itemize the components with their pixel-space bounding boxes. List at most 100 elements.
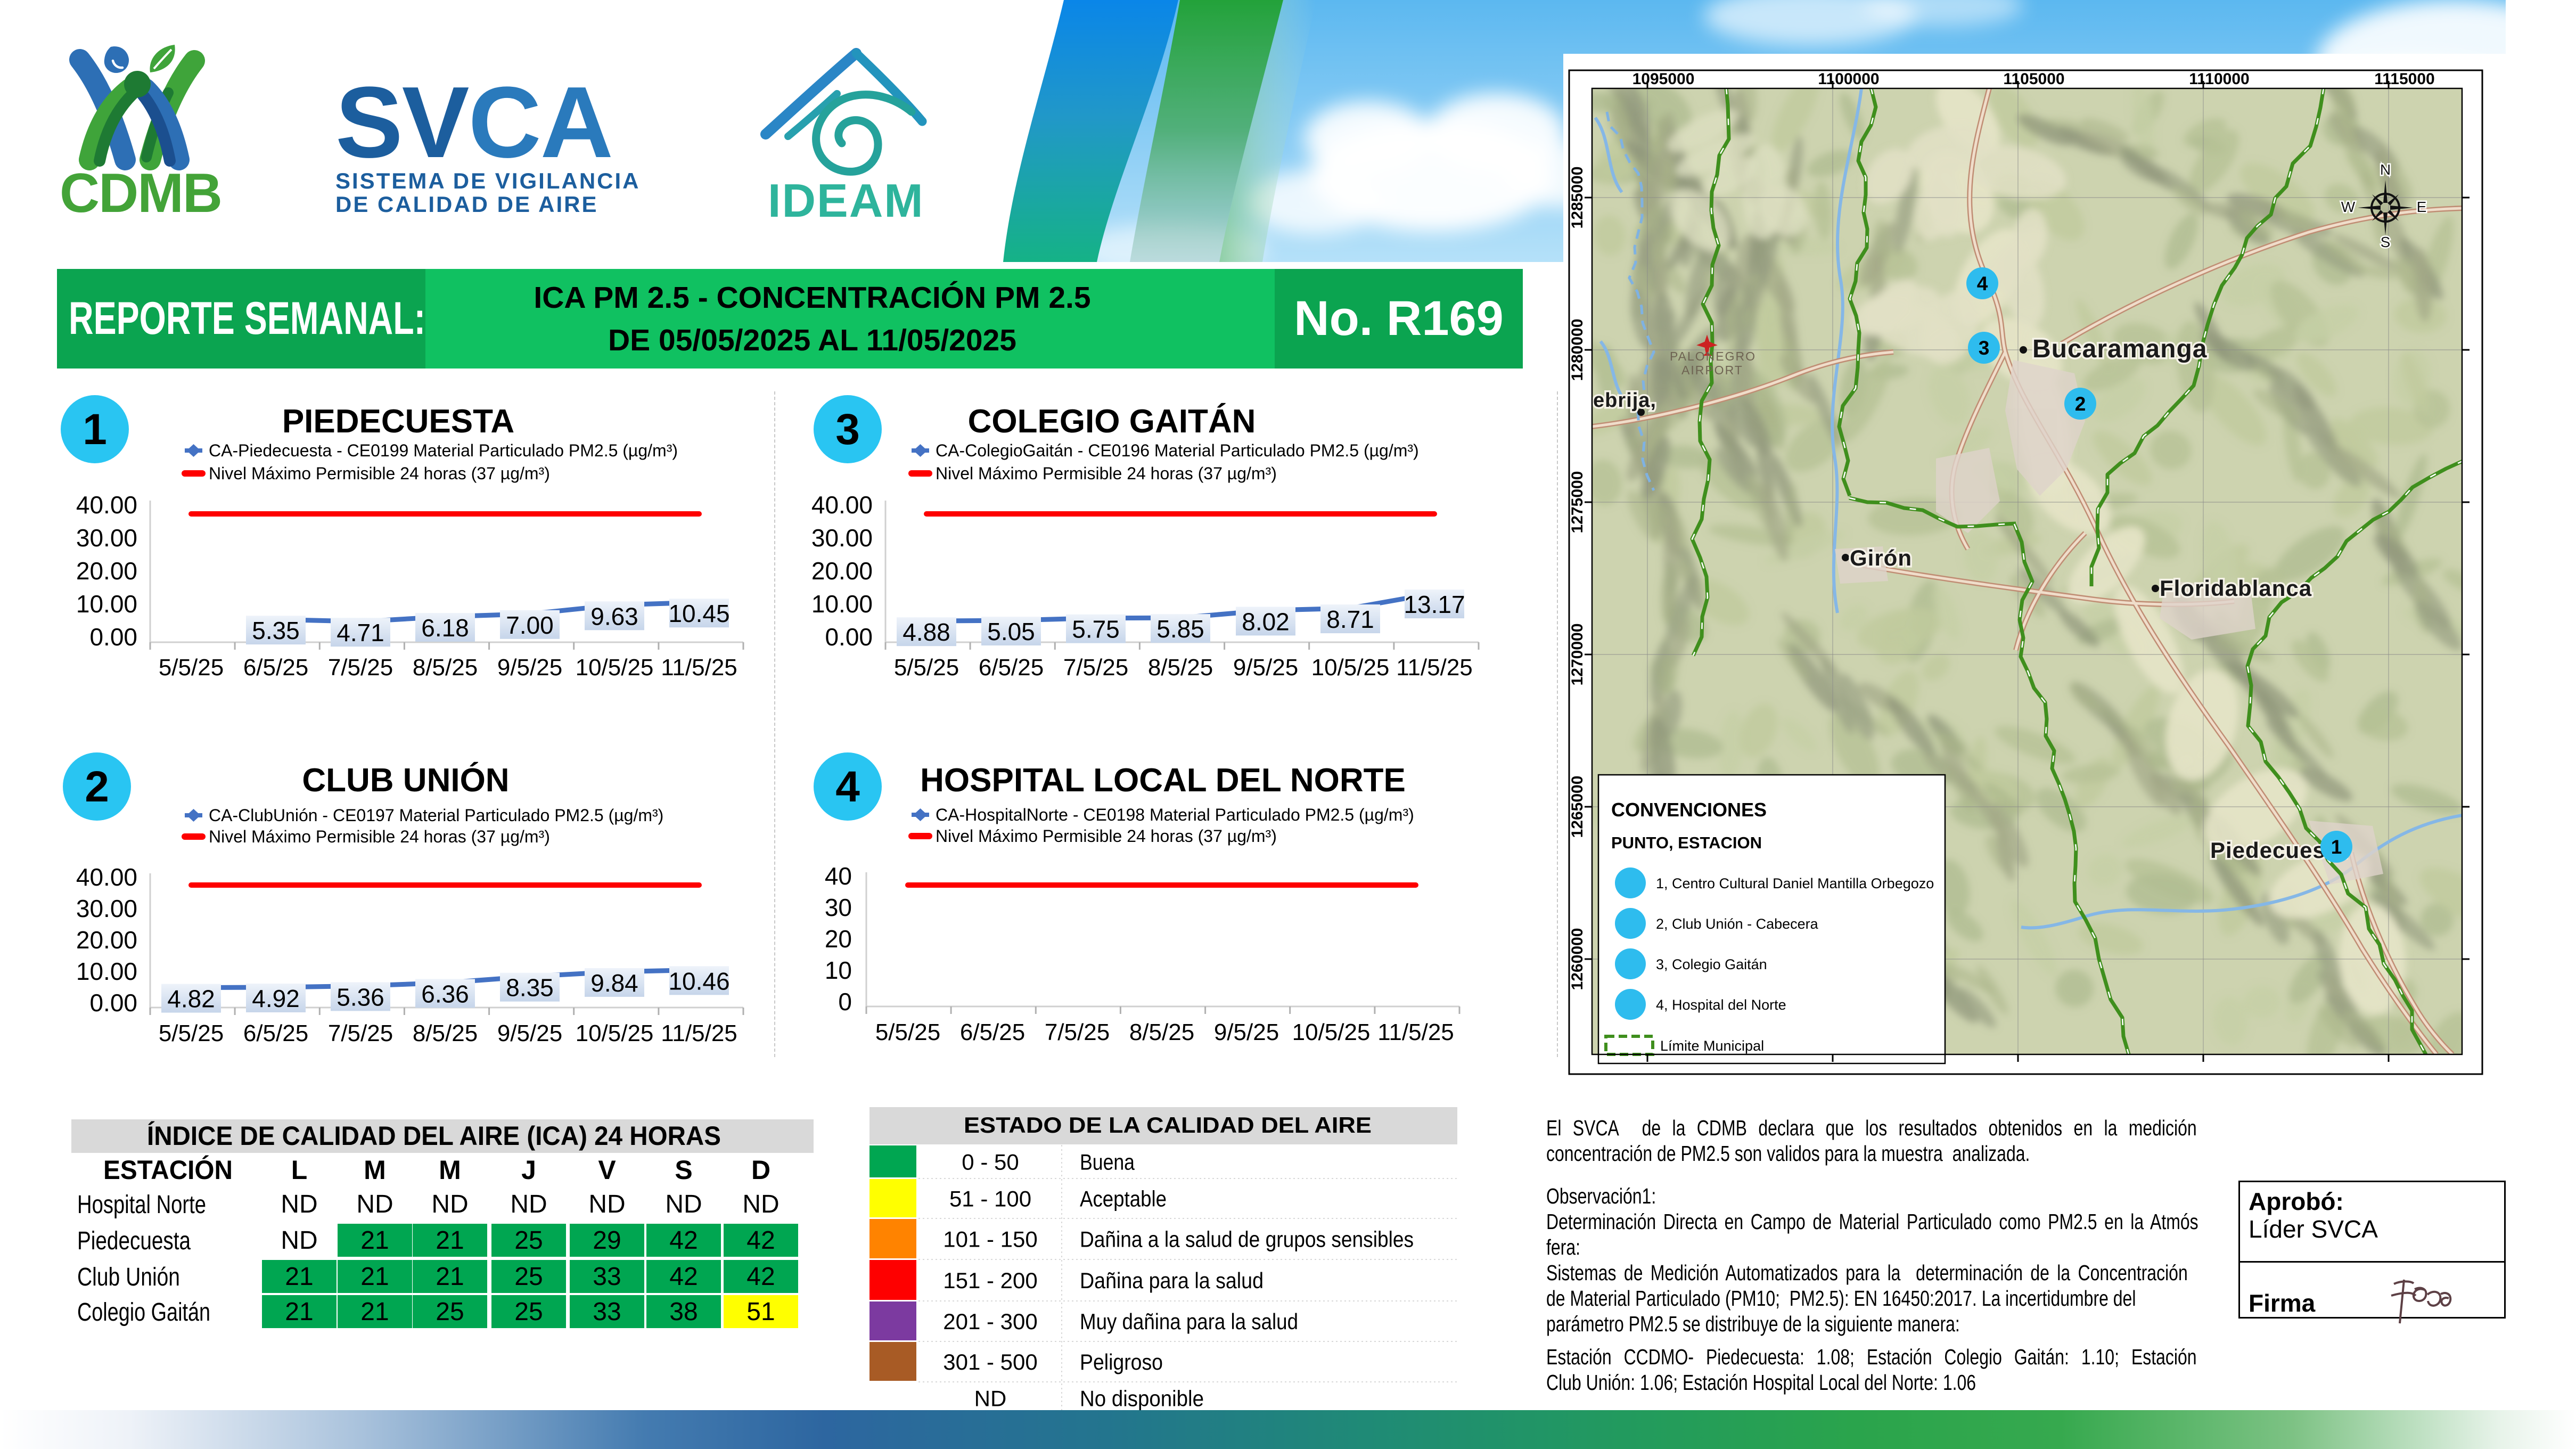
svg-text:W: W <box>2341 199 2356 215</box>
svg-text:ND: ND <box>510 1190 547 1218</box>
svg-text:Buena: Buena <box>1080 1150 1135 1175</box>
svg-text:38: 38 <box>669 1298 698 1326</box>
svg-text:301 - 500: 301 - 500 <box>943 1349 1037 1374</box>
svg-text:2, Club Unión - Cabecera: 2, Club Unión - Cabecera <box>1656 916 1819 932</box>
svg-text:CONVENCIONES: CONVENCIONES <box>1611 799 1767 821</box>
svg-text:21: 21 <box>360 1298 389 1326</box>
svg-text:0 - 50: 0 - 50 <box>962 1150 1019 1175</box>
svg-text:20.00: 20.00 <box>76 557 137 585</box>
svg-text:1: 1 <box>2331 836 2342 858</box>
svg-text:5.05: 5.05 <box>987 618 1035 645</box>
svg-text:S: S <box>675 1155 692 1185</box>
svg-text:25: 25 <box>514 1226 543 1255</box>
svg-text:PUNTO, ESTACION: PUNTO, ESTACION <box>1611 833 1762 852</box>
svg-text:4.88: 4.88 <box>903 618 950 646</box>
svg-text:9.84: 9.84 <box>590 969 638 997</box>
svg-text:4.82: 4.82 <box>167 985 215 1013</box>
svg-text:0: 0 <box>838 988 852 1016</box>
svg-text:E: E <box>2417 199 2427 215</box>
svg-text:0.00: 0.00 <box>825 623 873 651</box>
svg-text:1: 1 <box>83 405 107 454</box>
svg-text:9/5/25: 9/5/25 <box>497 654 562 681</box>
svg-text:40.00: 40.00 <box>76 491 137 519</box>
svg-text:20.00: 20.00 <box>76 926 137 954</box>
svg-text:51: 51 <box>746 1298 775 1326</box>
svg-text:1280000: 1280000 <box>1569 319 1586 381</box>
svg-text:21: 21 <box>360 1263 389 1291</box>
svg-text:1095000: 1095000 <box>1632 70 1695 88</box>
svg-text:10.00: 10.00 <box>811 590 873 618</box>
svg-text:Girón: Girón <box>1850 545 1912 570</box>
svg-text:30.00: 30.00 <box>76 524 137 552</box>
svg-text:3: 3 <box>1979 337 1990 359</box>
svg-text:29: 29 <box>593 1226 621 1255</box>
svg-text:1105000: 1105000 <box>2003 70 2064 88</box>
svg-text:CA-ColegioGaitán - CE0196 Mate: CA-ColegioGaitán - CE0196 Material Parti… <box>936 441 1419 460</box>
svg-text:9/5/25: 9/5/25 <box>1233 654 1298 681</box>
svg-text:25: 25 <box>436 1298 464 1326</box>
svg-text:7/5/25: 7/5/25 <box>328 1020 393 1046</box>
svg-text:ND: ND <box>356 1190 393 1218</box>
svg-text:4: 4 <box>1977 273 1988 294</box>
svg-text:5/5/25: 5/5/25 <box>159 654 224 681</box>
svg-text:1265000: 1265000 <box>1569 776 1586 838</box>
svg-text:11/5/25: 11/5/25 <box>661 1020 737 1046</box>
svg-text:1260000: 1260000 <box>1569 928 1586 990</box>
svg-text:5/5/25: 5/5/25 <box>875 1019 940 1045</box>
svg-text:AIRPORT: AIRPORT <box>1681 363 1743 377</box>
svg-text:20: 20 <box>825 925 852 953</box>
svg-text:21: 21 <box>436 1263 464 1291</box>
svg-text:42: 42 <box>746 1263 775 1291</box>
svg-text:7/5/25: 7/5/25 <box>1045 1019 1110 1045</box>
svg-text:IDEAM: IDEAM <box>768 174 924 227</box>
svg-text:30.00: 30.00 <box>811 524 873 552</box>
svg-text:2: 2 <box>2075 393 2086 415</box>
svg-text:21: 21 <box>436 1226 464 1255</box>
svg-text:10/5/25: 10/5/25 <box>1311 654 1390 681</box>
svg-text:0.00: 0.00 <box>89 989 137 1017</box>
svg-text:30.00: 30.00 <box>76 895 137 922</box>
svg-text:10.45: 10.45 <box>668 600 729 627</box>
svg-text:Floridablanca: Floridablanca <box>2160 576 2312 601</box>
svg-text:ESTACIÓN: ESTACIÓN <box>103 1155 233 1185</box>
svg-text:10/5/25: 10/5/25 <box>576 1020 654 1046</box>
svg-text:6/5/25: 6/5/25 <box>243 654 308 681</box>
svg-text:N: N <box>2380 161 2391 178</box>
svg-text:1100000: 1100000 <box>1818 70 1879 88</box>
svg-text:10: 10 <box>825 956 852 984</box>
svg-text:Nivel Máximo Permisible 24 hor: Nivel Máximo Permisible 24 horas (37 µg/… <box>936 826 1277 846</box>
svg-text:11/5/25: 11/5/25 <box>661 654 737 681</box>
svg-text:ESTADO DE LA CALIDAD DEL AIRE: ESTADO DE LA CALIDAD DEL AIRE <box>964 1112 1372 1137</box>
svg-text:ND: ND <box>742 1190 779 1218</box>
svg-text:Club Unión: Club Unión <box>77 1263 180 1291</box>
svg-text:42: 42 <box>669 1226 698 1255</box>
svg-text:10.46: 10.46 <box>668 967 729 995</box>
svg-text:CA-ClubUnión - CE0197 Material: CA-ClubUnión - CE0197 Material Particula… <box>209 806 663 825</box>
svg-text:CLUB UNIÓN: CLUB UNIÓN <box>302 762 509 799</box>
svg-text:5.85: 5.85 <box>1156 615 1204 643</box>
svg-text:Colegio Gaitán: Colegio Gaitán <box>77 1298 210 1327</box>
svg-text:30: 30 <box>825 894 852 921</box>
svg-text:1285000: 1285000 <box>1569 167 1586 229</box>
svg-text:13.17: 13.17 <box>1404 591 1465 618</box>
svg-text:1275000: 1275000 <box>1569 471 1586 534</box>
svg-text:ND: ND <box>588 1190 625 1218</box>
svg-text:11/5/25: 11/5/25 <box>1377 1019 1454 1045</box>
svg-text:6/5/25: 6/5/25 <box>979 654 1044 681</box>
svg-text:8/5/25: 8/5/25 <box>1129 1019 1194 1045</box>
svg-text:11/5/25: 11/5/25 <box>1396 654 1473 681</box>
svg-text:7/5/25: 7/5/25 <box>328 654 393 681</box>
svg-text:5/5/25: 5/5/25 <box>159 1020 224 1046</box>
svg-text:ND: ND <box>281 1190 317 1218</box>
svg-text:6/5/25: 6/5/25 <box>960 1019 1025 1045</box>
svg-text:M: M <box>364 1155 386 1185</box>
svg-text:1115000: 1115000 <box>2374 70 2434 88</box>
svg-text:No disponible: No disponible <box>1080 1386 1204 1411</box>
svg-text:25: 25 <box>514 1263 543 1291</box>
svg-text:Nivel Máximo Permisible 24 hor: Nivel Máximo Permisible 24 horas (37 µg/… <box>936 464 1277 483</box>
svg-text:33: 33 <box>593 1263 621 1291</box>
svg-text:ebrija,: ebrija, <box>1593 389 1656 412</box>
svg-text:3, Colegio Gaitán: 3, Colegio Gaitán <box>1656 956 1767 972</box>
svg-text:4.71: 4.71 <box>337 619 384 646</box>
svg-text:21: 21 <box>285 1298 313 1326</box>
